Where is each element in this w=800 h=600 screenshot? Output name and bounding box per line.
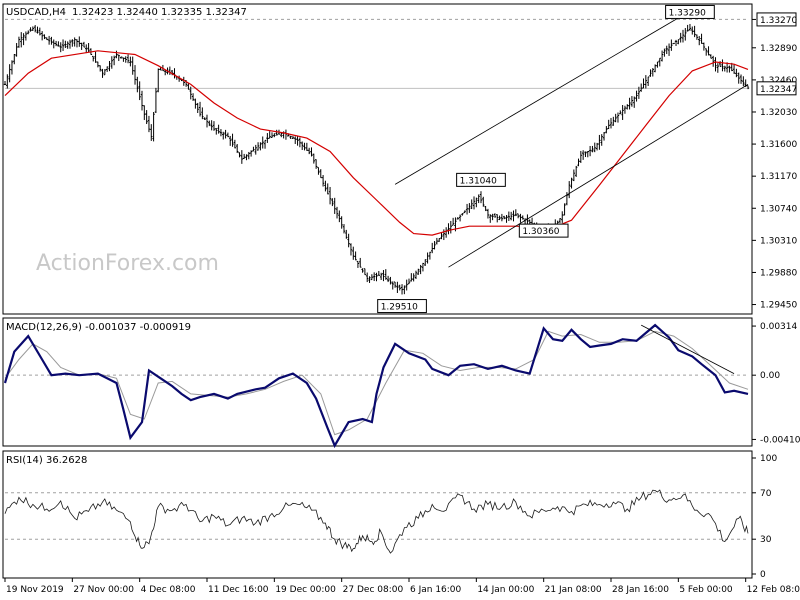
macd-trendline [641,324,735,374]
x-tick-label: 19 Nov 2019 [6,585,64,595]
price-annotation: 1.29510 [381,303,418,313]
resistance-price-label: 1.33270 [760,16,797,26]
macd-tick-label: 0.00314 [760,322,797,332]
rsi-panel [2,450,753,579]
macd-tick-label: 0.00 [760,371,780,381]
price-tick-label: 1.30740 [760,204,797,214]
current-price-box [756,81,797,96]
x-tick-label: 28 Jan 16:00 [612,585,669,595]
price-tick-label: 1.31170 [760,172,797,182]
rsi-tick-label: 70 [760,489,772,499]
watermark: ActionForex.com [36,251,219,276]
macd-line [3,323,749,449]
price-annotation-box [456,172,506,187]
x-tick-label: 14 Jan 00:00 [477,585,534,595]
x-tick-label: 19 Dec 00:00 [275,585,336,595]
x-tick-label: 5 Feb 00:00 [679,585,733,595]
channel-lower-line [448,84,749,268]
price-plot: 1.33290 1.31040 1.30360 1.29510 [3,4,750,314]
price-annotation: 1.31040 [460,176,497,186]
current-price-marker: 1.32347 [756,81,797,96]
price-tick-label: 1.32890 [760,44,797,54]
x-tick-label: 12 Feb 08:00 [747,585,800,595]
price-tick-label: 1.31600 [760,140,797,150]
price-tick-label: 1.29450 [760,301,797,311]
symbol-title: USDCAD,H4 [6,7,66,18]
x-tick-label: 11 Dec 16:00 [208,585,269,595]
macd-plot: 0.00314 0.00 -0.004108 [3,322,800,449]
price-tick-label: 1.32030 [760,108,797,118]
price-tick-label: 1.30310 [760,236,797,246]
price-tick-label: 1.32460 [760,76,797,86]
price-annotation: 1.30360 [522,227,559,237]
price-annotation-box [518,223,569,238]
rsi-tick-label: 30 [760,535,772,545]
rsi-label: RSI(14) 36.2628 [6,455,87,466]
x-axis: 19 Nov 2019 27 Nov 00:00 4 Dec 08:00 11 Dec… [4,578,800,595]
macd-tick-label: -0.004108 [760,435,800,445]
channel-upper-line [394,9,693,185]
x-tick-label: 27 Nov 00:00 [73,585,134,595]
price-annotation: 1.33290 [669,8,706,18]
resistance-price-label-box [756,12,797,27]
rsi-tick-label: 100 [760,454,777,464]
x-tick-label: 21 Jan 08:00 [545,585,602,595]
ohlc-values: 1.32423 1.32440 1.32335 1.32347 [72,7,247,18]
moving-average-line [4,50,749,236]
rsi-line [4,489,749,554]
x-tick-label: 6 Jan 16:00 [410,585,462,595]
price-tick-label: 1.29880 [760,268,797,278]
price-annotation-box [665,4,715,19]
symbol-header: USDCAD,H4 1.32423 1.32440 1.32335 1.32347 [6,7,247,18]
price-axis: 1.32890 1.32460 1.32030 1.31600 1.31170 1.307… [752,12,797,311]
rsi-tick-label: 0 [760,570,766,580]
rsi-plot: 100 70 30 0 [4,454,777,580]
macd-label: MACD(12,26,9) -0.001037 -0.000919 [6,322,191,333]
x-tick-label: 27 Dec 08:00 [343,585,404,595]
price-annotation-box [377,299,427,314]
current-price-label: 1.32347 [760,85,797,95]
x-tick-label: 4 Dec 08:00 [141,585,196,595]
